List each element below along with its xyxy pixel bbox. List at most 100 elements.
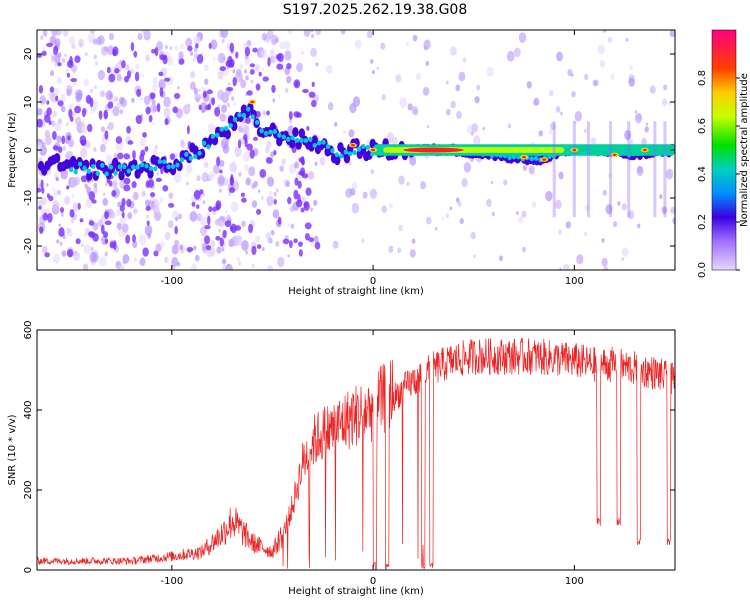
spectral-blob xyxy=(567,69,573,77)
ridge-core xyxy=(126,168,131,174)
spectral-blob xyxy=(531,201,537,208)
spectral-blob xyxy=(116,73,122,82)
spectral-blob xyxy=(584,232,587,236)
spectral-blob xyxy=(275,188,279,193)
spectral-blob xyxy=(99,143,106,153)
spectral-blob xyxy=(457,200,462,207)
spectral-blob xyxy=(298,241,303,247)
ridge-core xyxy=(210,133,216,139)
spectral-blob xyxy=(202,192,205,197)
spectral-blob xyxy=(153,210,162,221)
ridge-peak xyxy=(542,158,547,161)
spectral-blob xyxy=(304,222,312,230)
spectral-blob xyxy=(243,151,251,162)
spectral-blob xyxy=(126,125,131,134)
spectral-blob xyxy=(271,84,276,94)
spectral-blob xyxy=(407,103,413,111)
spectral-blob xyxy=(255,83,261,91)
spectral-blob xyxy=(122,253,130,264)
spectral-blob xyxy=(254,63,261,73)
spectral-blob xyxy=(221,247,225,252)
spectral-blob xyxy=(266,176,275,187)
spectral-blob xyxy=(153,250,159,257)
spectral-blob xyxy=(207,123,215,134)
spectral-blob xyxy=(133,208,138,215)
spectral-blob xyxy=(106,66,111,74)
spectral-blob xyxy=(134,257,137,262)
ridge-core xyxy=(192,154,198,160)
spectral-blob xyxy=(186,125,190,135)
ridge-core xyxy=(281,134,286,140)
spectral-blob xyxy=(241,220,246,228)
spectral-blob xyxy=(205,104,211,111)
spectral-blob xyxy=(99,256,107,267)
spectral-blob xyxy=(314,241,321,250)
spectral-blob xyxy=(100,214,106,221)
spectral-blob xyxy=(281,158,286,165)
spectral-blob xyxy=(637,223,641,229)
ridge-peak xyxy=(250,100,255,104)
spectral-blob xyxy=(38,85,44,94)
spectral-blob xyxy=(115,208,121,216)
spectral-blob xyxy=(610,73,615,80)
spectral-blob xyxy=(196,213,202,222)
spectral-blob xyxy=(66,59,74,69)
ridge-core xyxy=(361,143,366,149)
spectral-blob xyxy=(250,79,254,84)
ridge-blob xyxy=(311,135,318,146)
spectral-blob xyxy=(486,66,494,77)
spectral-blob xyxy=(90,30,96,34)
spectral-blob xyxy=(558,171,564,180)
spectral-blob xyxy=(435,227,438,231)
ridge-core xyxy=(277,132,282,138)
spectral-blob xyxy=(159,87,164,97)
spectral-blob xyxy=(259,168,267,178)
spectral-blob xyxy=(204,64,209,72)
spectral-blob xyxy=(621,247,629,258)
spectral-blob xyxy=(149,92,156,100)
spectral-blob xyxy=(499,255,504,262)
spectral-blob xyxy=(217,104,221,109)
y-tick-label: 0 xyxy=(23,567,34,573)
spectral-blob xyxy=(140,149,146,157)
spectral-blob xyxy=(634,110,638,114)
spectral-blob xyxy=(249,149,255,159)
spectral-blob xyxy=(218,188,222,193)
spectral-blob xyxy=(98,110,103,120)
spectrogram-ylabel: Frequency (Hz) xyxy=(7,112,18,188)
spectral-blob xyxy=(77,202,81,210)
ridge-core xyxy=(330,148,335,154)
spectral-streak xyxy=(663,121,667,218)
spectral-blob xyxy=(103,92,106,96)
spectral-blob xyxy=(219,66,226,72)
spectral-blob xyxy=(507,123,512,129)
spectral-blob xyxy=(52,110,57,118)
spectral-blob xyxy=(72,111,76,117)
spectral-blob xyxy=(471,123,479,133)
colorbar-tick-label: 0.4 xyxy=(697,166,708,182)
spectral-blob xyxy=(503,179,508,186)
spectral-blob xyxy=(103,231,109,238)
spectral-blob xyxy=(68,139,75,148)
spectral-blob xyxy=(261,196,264,200)
spectral-blob xyxy=(352,96,361,107)
spectral-blob xyxy=(75,91,83,102)
spectral-blob xyxy=(159,54,166,61)
ridge-core xyxy=(131,164,136,170)
spectral-blob xyxy=(203,161,209,168)
spectral-blob xyxy=(220,30,229,39)
spectral-blob xyxy=(297,180,302,189)
spectral-blob xyxy=(94,85,97,90)
ridge-core xyxy=(511,154,517,160)
spectral-blob xyxy=(185,37,193,48)
spectral-blob xyxy=(297,194,301,203)
spectral-blob xyxy=(279,165,284,172)
spectral-blob xyxy=(160,241,165,248)
spectral-blob xyxy=(57,52,62,58)
spectral-blob xyxy=(351,182,358,190)
spectral-blob xyxy=(345,188,353,198)
x-tick-label: 100 xyxy=(565,576,584,587)
spectral-blob xyxy=(287,223,290,227)
spectral-blob xyxy=(230,223,237,234)
